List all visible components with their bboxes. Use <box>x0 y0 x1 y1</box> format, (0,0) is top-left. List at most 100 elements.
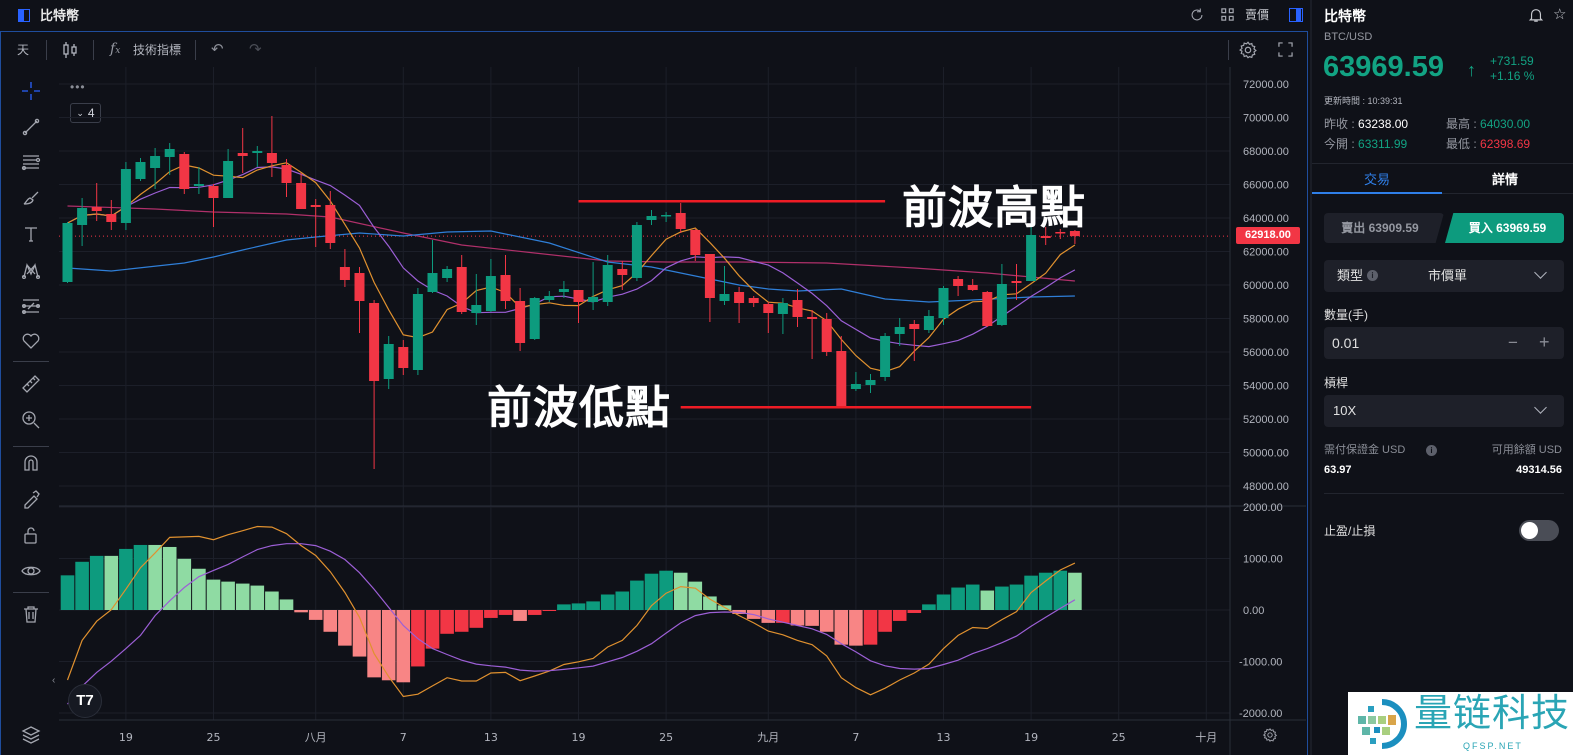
symbol: BTC/USD <box>1324 31 1373 43</box>
stat-value: 63238.00 <box>1358 117 1409 131</box>
fib-lines-icon[interactable] <box>19 150 43 174</box>
fx-icon[interactable]: 𝑓x <box>110 41 121 57</box>
candle-body <box>558 289 569 293</box>
fullscreen-icon[interactable] <box>1278 42 1293 62</box>
candle-body <box>690 229 701 256</box>
buy-button[interactable]: 買入 63969.59 <box>1445 213 1564 243</box>
panel-icon[interactable] <box>18 9 30 22</box>
pattern-icon[interactable] <box>19 258 43 282</box>
macd-histogram-bar <box>703 596 717 610</box>
gear-icon[interactable] <box>1238 40 1258 65</box>
candle-body <box>515 300 526 344</box>
candle-body <box>398 346 409 368</box>
macd-histogram-bar <box>819 610 834 632</box>
undo-icon[interactable]: ↶ <box>211 41 224 58</box>
tab-details[interactable]: 詳情 <box>1492 172 1519 187</box>
refresh-icon[interactable] <box>1188 6 1206 29</box>
price-tick-label: 50000.00 <box>1243 448 1289 460</box>
heart-icon[interactable] <box>19 329 43 353</box>
tab-trade[interactable]: 交易 <box>1364 172 1391 187</box>
info-icon[interactable]: i <box>1367 270 1378 281</box>
time-tick-label: 九月 <box>757 731 779 744</box>
leverage-value: 10X <box>1333 403 1357 418</box>
up-arrow-icon: ↑ <box>1467 60 1476 80</box>
candle-body <box>880 336 891 378</box>
macd-histogram-bar <box>279 599 294 610</box>
candle-body <box>529 297 540 340</box>
brush-icon[interactable] <box>19 186 43 210</box>
macd-histogram-bar <box>878 610 892 632</box>
macd-histogram-bar <box>484 610 498 618</box>
panel-title: 比特幣 <box>1324 8 1366 24</box>
macd-histogram-bar <box>1053 570 1068 610</box>
candle-body <box>150 155 161 169</box>
candle-body <box>748 297 759 304</box>
candles-icon[interactable] <box>60 40 80 65</box>
indicators-button[interactable]: 技術指標 <box>133 43 182 57</box>
increase-button[interactable]: + <box>1539 332 1550 352</box>
leverage-label: 槓桿 <box>1324 376 1349 390</box>
toolbar-divider <box>13 361 49 362</box>
macd-histogram-bar <box>980 590 995 610</box>
trash-icon[interactable] <box>19 602 43 626</box>
info-icon[interactable]: i <box>1426 445 1437 456</box>
macd-histogram-bar <box>630 580 644 610</box>
candle-body <box>1055 232 1066 234</box>
macd-histogram-bar <box>265 591 279 610</box>
crosshair-icon[interactable] <box>19 79 43 103</box>
macd-histogram-bar <box>1038 572 1053 610</box>
price-chart[interactable]: 72000.0070000.0068000.0066000.0064000.00… <box>0 0 1308 755</box>
interval-button[interactable]: 天 <box>17 43 30 57</box>
unlock-icon[interactable] <box>19 523 43 547</box>
macd-histogram-bar <box>776 610 790 623</box>
trend-line-icon[interactable] <box>19 115 43 139</box>
macd-histogram-bar <box>673 572 688 610</box>
time-tick-label: 19 <box>572 731 586 744</box>
watermark-logo: 量链科技 QFSP.NET <box>1348 692 1573 755</box>
tpsl-toggle[interactable] <box>1519 520 1559 541</box>
eye-icon[interactable] <box>19 559 43 583</box>
macd-histogram-bar <box>498 610 513 615</box>
sell-button[interactable]: 賣出 63909.59 <box>1324 213 1444 243</box>
macd-histogram-bar <box>1009 584 1024 610</box>
macd-histogram-bar <box>557 604 571 610</box>
quantity-input[interactable]: 0.01 <box>1332 335 1360 351</box>
stat-3: 最低 : 62398.69 <box>1446 137 1530 151</box>
macd-histogram-bar <box>1068 572 1082 610</box>
ma-line-orange <box>67 162 1076 373</box>
legend-collapse-button[interactable]: ⌄ 4 <box>70 103 101 123</box>
lock-drawing-icon[interactable] <box>19 487 43 511</box>
sell-price-toggle[interactable]: 賣價 <box>1245 8 1270 22</box>
leverage-select[interactable]: 10X <box>1324 395 1564 427</box>
decrease-button[interactable]: − <box>1508 333 1518 352</box>
quantity-stepper[interactable]: 0.01 − + <box>1324 327 1564 359</box>
toolbar-divider <box>13 446 49 447</box>
candle-body <box>456 266 467 313</box>
forecast-icon[interactable] <box>19 294 43 318</box>
ruler-icon[interactable] <box>19 372 43 396</box>
axis-settings-icon[interactable] <box>1262 727 1278 748</box>
order-type-select[interactable]: 類型 i 市價單 <box>1324 260 1564 292</box>
zoom-in-icon[interactable] <box>19 408 43 432</box>
time-tick-label: 25 <box>1112 731 1126 744</box>
redo-icon[interactable]: ↷ <box>249 41 262 58</box>
quantity-label: 數量(手) <box>1324 308 1368 322</box>
macd-histogram-bar <box>849 610 863 646</box>
order-type-value: 市價單 <box>1428 268 1468 283</box>
layers-icon[interactable] <box>19 723 43 747</box>
bell-icon[interactable] <box>1528 7 1546 25</box>
text-icon[interactable] <box>19 222 43 246</box>
candle-body <box>369 303 380 381</box>
collapse-arrow-icon[interactable]: ‹ <box>52 675 56 686</box>
macd-histogram-bar <box>352 610 367 657</box>
grid-icon[interactable] <box>1220 7 1235 27</box>
candle-body <box>807 316 818 320</box>
candle-body <box>266 152 277 163</box>
stat-label: 最低 : <box>1446 137 1481 151</box>
magnet-icon[interactable] <box>19 451 43 475</box>
tradingview-logo: T7 <box>68 684 102 718</box>
candle-body <box>661 215 672 217</box>
star-icon[interactable]: ☆ <box>1553 6 1567 23</box>
candle-body <box>704 253 715 298</box>
layout-toggle-icon[interactable] <box>1289 8 1303 22</box>
